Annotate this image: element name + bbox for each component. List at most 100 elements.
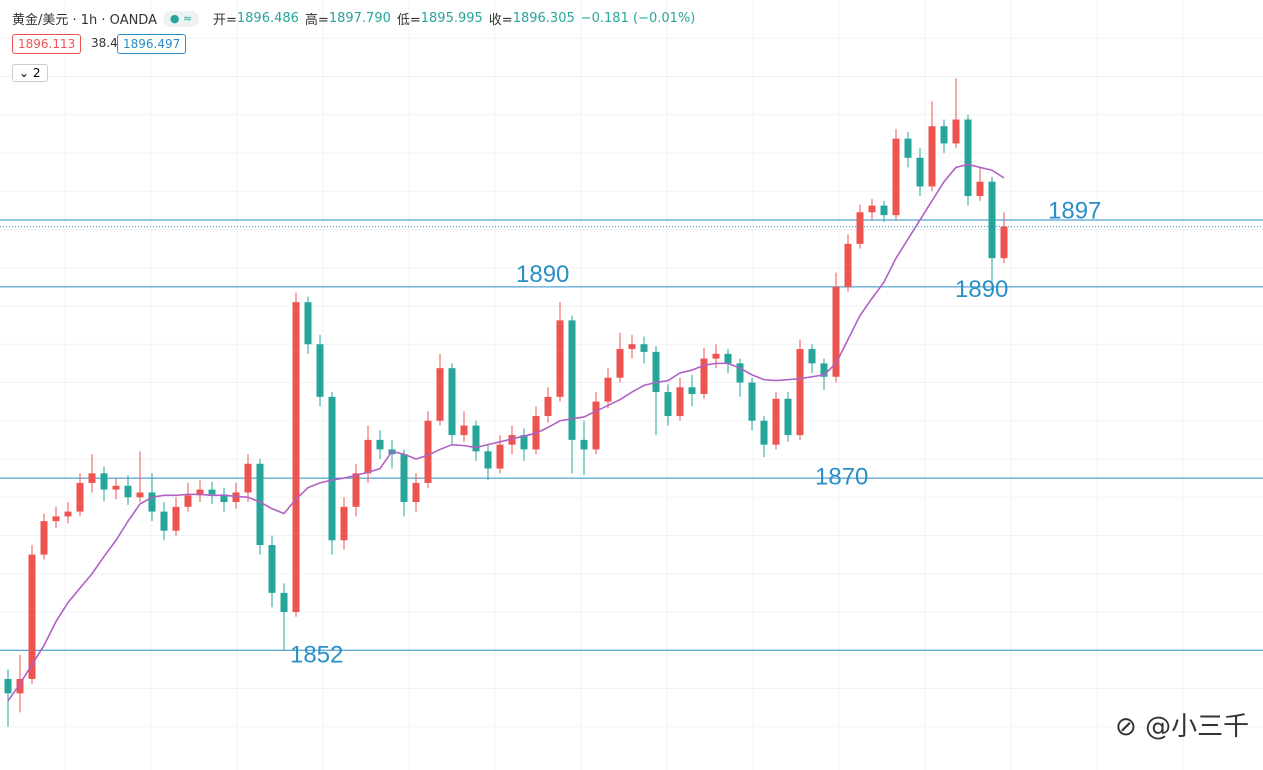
candle-body xyxy=(220,494,228,503)
status[interactable]: ● ≈ xyxy=(162,10,199,27)
candle-body xyxy=(736,363,744,383)
candle-body xyxy=(664,392,672,416)
candle-body xyxy=(232,492,240,503)
candle-body xyxy=(268,545,276,593)
candle-body xyxy=(988,181,996,259)
ohlc-close: 1896.305 xyxy=(512,11,575,26)
ohlc-low-label: 低= xyxy=(396,13,421,28)
candle-body xyxy=(148,492,156,512)
candle-body xyxy=(172,506,180,531)
ohlc-open-label: 开= xyxy=(212,13,237,28)
candle-body xyxy=(136,492,144,498)
candle-body xyxy=(88,473,96,483)
candle-body xyxy=(688,387,696,394)
candle-body xyxy=(748,382,756,421)
candle-body xyxy=(604,377,612,402)
candle-body xyxy=(1000,226,1008,259)
candle-body xyxy=(64,511,72,517)
candle-body xyxy=(280,592,288,612)
candle-body xyxy=(616,349,624,378)
level-annotation: 1870 xyxy=(815,463,868,490)
candle-body xyxy=(112,485,120,490)
candle-body xyxy=(676,387,684,416)
candle-body xyxy=(208,489,216,495)
watermark-text: @小三千 xyxy=(1145,712,1250,742)
candle-body xyxy=(412,482,420,503)
ohlc-change: −0.181 (−0.01%) xyxy=(580,11,696,26)
candle-body xyxy=(496,444,504,469)
candle-body xyxy=(976,181,984,197)
candle-body xyxy=(364,439,372,474)
candle-body xyxy=(544,396,552,416)
spread: 38.4 xyxy=(86,34,123,52)
candle-body xyxy=(712,353,720,359)
candle-body xyxy=(316,344,324,397)
candle-body xyxy=(28,554,36,679)
candle-body xyxy=(472,425,480,452)
candle-body xyxy=(580,439,588,450)
candle-body xyxy=(448,368,456,436)
candle-body xyxy=(424,420,432,483)
ohlc-low: 1895.995 xyxy=(420,11,483,26)
candle-body xyxy=(16,678,24,694)
candle-body xyxy=(484,451,492,469)
candle-body xyxy=(628,344,636,350)
ohlc-high: 1897.790 xyxy=(328,11,391,26)
watermark: ⊘ @小三千 xyxy=(1115,712,1250,742)
candle-body xyxy=(76,482,84,512)
candle-body xyxy=(832,286,840,377)
candle-body xyxy=(856,212,864,244)
candle-body xyxy=(760,420,768,445)
candle-body xyxy=(928,126,936,187)
candle-body xyxy=(160,511,168,531)
ohlc-close-label: 收= xyxy=(488,13,513,28)
candle-body xyxy=(556,320,564,397)
moving-average xyxy=(7,163,1005,702)
candle-body xyxy=(784,398,792,436)
ohlc-high-label: 高= xyxy=(304,13,329,28)
candle-body xyxy=(508,435,516,445)
candle-body xyxy=(808,349,816,364)
candle-body xyxy=(700,358,708,394)
candle-body xyxy=(568,320,576,440)
candle-body xyxy=(904,138,912,158)
candle-body xyxy=(892,138,900,216)
candle-body xyxy=(436,368,444,421)
candle-body xyxy=(844,243,852,287)
candle-body xyxy=(304,302,312,345)
bid-price[interactable]: 1896.113 xyxy=(12,34,82,54)
ohlc-open: 1896.486 xyxy=(236,11,299,26)
candle-body xyxy=(952,119,960,144)
level-annotation: 1890 xyxy=(955,276,1008,303)
candle-body xyxy=(328,396,336,541)
candle-body xyxy=(352,473,360,507)
candle-body xyxy=(4,678,12,694)
indicator-toggle[interactable]: ⌄ 2 xyxy=(12,64,48,82)
candle-body xyxy=(640,344,648,352)
candle-body xyxy=(256,463,264,546)
candle-body xyxy=(340,506,348,541)
candle-body xyxy=(880,205,888,216)
indicator-count: 2 xyxy=(32,66,41,80)
candle-body xyxy=(652,351,660,393)
candle-body xyxy=(940,126,948,144)
candle-body xyxy=(100,473,108,490)
candle-body xyxy=(184,495,192,507)
ask-price[interactable]: 1896.497 xyxy=(117,34,187,54)
candle-body xyxy=(772,398,780,445)
candle-body xyxy=(796,349,804,436)
header: 黄金/美元 · 1h · OANDA ● ≈ 开= 1896.486 高= 1897… xyxy=(12,9,695,28)
symbol[interactable]: 黄金/美元 · 1h · OANDA xyxy=(12,13,157,28)
candle-body xyxy=(40,521,48,555)
candle-body xyxy=(376,439,384,450)
candle-body xyxy=(400,454,408,503)
candle-body xyxy=(964,119,972,197)
level-annotation: 1852 xyxy=(290,642,343,669)
candle-body xyxy=(868,205,876,213)
candle-body xyxy=(916,157,924,187)
candle-body xyxy=(724,353,732,364)
level-annotation: 1890 xyxy=(516,261,569,288)
candle-body xyxy=(196,489,204,496)
